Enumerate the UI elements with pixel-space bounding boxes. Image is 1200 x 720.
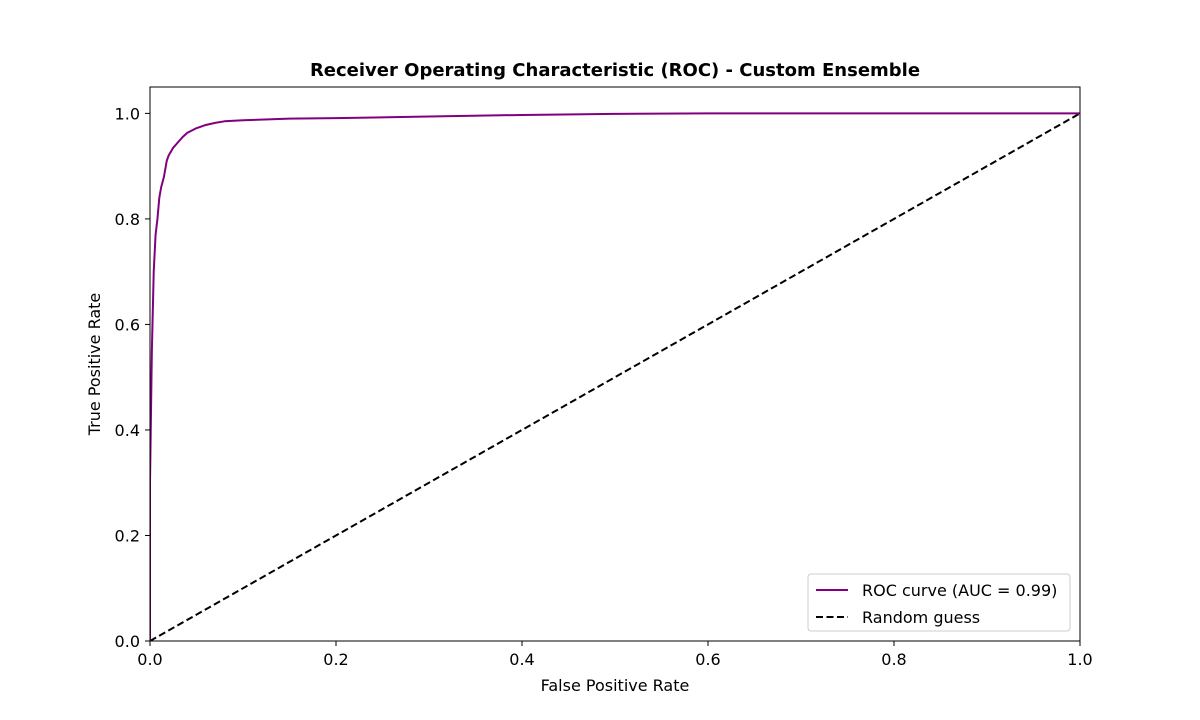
chart-title: Receiver Operating Characteristic (ROC) … — [310, 60, 920, 81]
legend: ROC curve (AUC = 0.99) Random guess — [807, 573, 1071, 632]
x-tick-label: 1.0 — [1067, 650, 1092, 669]
legend-entry-label: Random guess — [862, 608, 980, 627]
axis-ticks: 0.0 0.2 0.4 0.6 0.8 1.0 0.0 0.2 0.4 0.6 0.8 1.0 — [115, 104, 1093, 669]
y-axis-label: True Positive Rate — [85, 293, 104, 437]
roc-curve-line — [150, 112, 1080, 641]
legend-box — [807, 573, 1071, 632]
legend-entry-label: ROC curve (AUC = 0.99) — [862, 581, 1057, 600]
y-tick-label: 0.6 — [115, 315, 140, 334]
x-tick-label: 0.4 — [509, 650, 534, 669]
series-group — [150, 112, 1080, 641]
x-tick-label: 0.0 — [137, 650, 162, 669]
x-tick-label: 0.6 — [695, 650, 720, 669]
y-tick-label: 0.8 — [115, 210, 140, 229]
plot-frame — [149, 86, 1081, 642]
y-tick-label: 0.2 — [115, 526, 140, 545]
y-tick-label: 0.4 — [115, 421, 140, 440]
plot-area — [149, 86, 1081, 642]
random-guess-line — [150, 112, 1080, 641]
y-tick-label: 0.0 — [115, 632, 140, 651]
x-tick-label: 0.8 — [881, 650, 906, 669]
x-axis-label: False Positive Rate — [541, 676, 690, 695]
y-tick-label: 1.0 — [115, 104, 140, 123]
x-tick-label: 0.2 — [323, 650, 348, 669]
